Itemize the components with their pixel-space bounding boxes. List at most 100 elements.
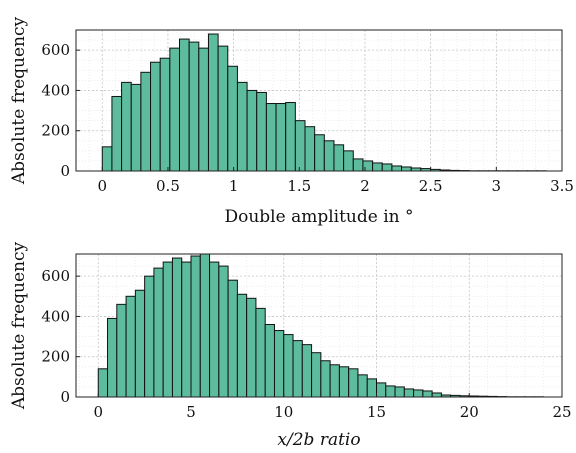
histogram-bar	[246, 89, 258, 172]
histogram-bar	[256, 91, 267, 172]
histogram-bar	[376, 382, 387, 398]
bottom-x-tick-labels: 0 5 10 15 20 25	[93, 393, 572, 421]
histogram-bar	[348, 368, 359, 398]
histogram-bar	[199, 253, 211, 398]
histogram-bar	[422, 390, 433, 398]
histogram-bar	[107, 317, 118, 398]
histogram-bar	[362, 160, 374, 172]
x-tick-label: 2.5	[419, 177, 443, 195]
histogram-bar	[394, 386, 405, 398]
histogram-bar	[217, 45, 229, 172]
top-histogram-panel: 0 0.5 1 1.5 2 2.5 3 3.5 0 200 400 600 Double ampli…	[9, 16, 574, 227]
top-bars	[101, 33, 547, 172]
histogram-bar	[333, 144, 345, 172]
histogram-bar	[372, 162, 383, 172]
x-tick-label: 20	[460, 403, 479, 421]
histogram-bar	[311, 352, 322, 398]
bottom-x-axis-label: x/2b ratio	[277, 430, 360, 450]
histogram-bar	[329, 364, 340, 398]
bottom-plot-frame	[75, 253, 563, 398]
histogram-bar	[153, 267, 164, 398]
histogram-bar	[209, 261, 220, 398]
histogram-bar	[121, 81, 132, 172]
histogram-bar	[162, 261, 173, 398]
histogram-bar	[366, 378, 378, 398]
histogram-bar	[150, 61, 161, 172]
x-tick-label: 3	[492, 177, 502, 195]
histogram-bar	[285, 102, 296, 172]
histogram-bar	[264, 323, 275, 398]
histogram-bar	[357, 374, 368, 398]
histogram-bar	[431, 392, 442, 398]
x-tick-label: 0.5	[156, 177, 180, 195]
histogram-bar	[273, 330, 285, 398]
histogram-bar	[188, 41, 200, 172]
bottom-histogram-panel: 0 5 10 15 20 25 0 200 400 600 x/2b ratio Absolut…	[9, 241, 572, 450]
histogram-bar	[181, 261, 192, 398]
histogram-bar	[130, 83, 142, 172]
histogram-bar	[323, 140, 335, 172]
histogram-bar	[401, 166, 412, 172]
histogram-bar	[413, 389, 424, 398]
x-tick-label: 2	[360, 177, 370, 195]
x-tick-label: 0	[93, 403, 103, 421]
histogram-bar	[179, 38, 190, 172]
histogram-bar	[207, 33, 219, 172]
histogram-bar	[198, 47, 209, 172]
histogram-bar	[314, 134, 325, 172]
histogram-bar	[246, 297, 257, 398]
top-y-tick-labels: 0 200 400 600	[41, 41, 80, 180]
histogram-bar	[403, 388, 415, 398]
histogram-bar	[255, 307, 266, 398]
top-x-tick-labels: 0 0.5 1 1.5 2 2.5 3 3.5	[97, 167, 574, 195]
histogram-bar	[338, 366, 350, 398]
y-tick-label: 400	[41, 307, 70, 325]
bottom-bars	[97, 253, 544, 398]
top-plot-frame	[75, 29, 563, 172]
histogram-bar	[125, 295, 136, 398]
histogram-bar	[169, 47, 181, 172]
x-tick-label: 1	[229, 177, 239, 195]
y-tick-label: 400	[41, 81, 70, 99]
histogram-bar	[381, 163, 393, 172]
y-tick-label: 600	[41, 41, 70, 59]
y-tick-label: 200	[41, 122, 70, 140]
histogram-bar	[144, 275, 155, 398]
x-tick-label: 25	[552, 403, 571, 421]
x-tick-label: 0	[97, 177, 107, 195]
top-y-axis-label: Absolute frequency	[9, 16, 29, 185]
histogram-bar	[236, 293, 248, 398]
histogram-bar	[352, 158, 364, 172]
y-tick-label: 600	[41, 267, 70, 285]
histogram-bar	[301, 344, 313, 398]
x-tick-label: 3.5	[550, 177, 574, 195]
histogram-bar	[134, 289, 146, 398]
histogram-bar	[391, 165, 403, 172]
histogram-bar	[190, 255, 201, 398]
histogram-bar	[304, 126, 316, 172]
bottom-y-tick-labels: 0 200 400 600	[41, 267, 80, 406]
histogram-bar	[111, 95, 123, 172]
histogram-bar	[294, 120, 306, 172]
y-tick-label: 200	[41, 348, 70, 366]
histogram-bar	[265, 103, 277, 172]
histogram-bar	[159, 57, 171, 172]
histogram-bar	[101, 146, 113, 172]
histogram-bar	[343, 150, 354, 172]
histogram-bar	[385, 385, 396, 398]
x-tick-label: 5	[186, 403, 196, 421]
histogram-bar	[227, 65, 238, 172]
histogram-bar	[171, 257, 183, 398]
histogram-bar	[116, 303, 127, 398]
top-x-axis-label: Double amplitude in °	[224, 207, 413, 227]
x-tick-label: 10	[274, 403, 293, 421]
histogram-bar	[320, 360, 331, 398]
x-tick-label: 15	[367, 403, 386, 421]
histogram-bar	[97, 368, 109, 398]
y-tick-label: 0	[60, 388, 70, 406]
histogram-bar	[140, 71, 152, 172]
histogram-bar	[236, 81, 248, 172]
histogram-bar	[275, 103, 287, 172]
histogram-bar	[292, 340, 303, 398]
